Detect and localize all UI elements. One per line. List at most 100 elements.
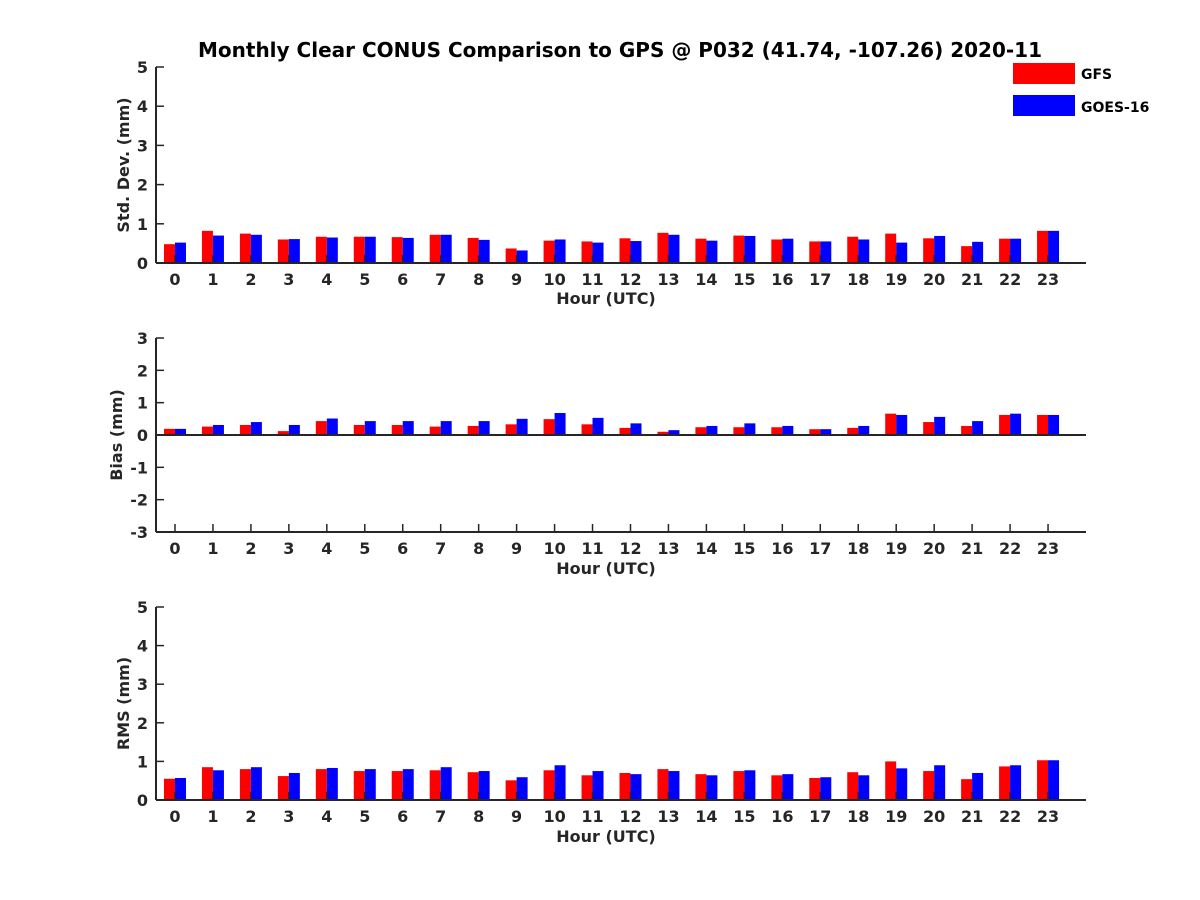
x-tick-label: 13 <box>657 807 679 826</box>
bar-goes16-6 <box>402 421 414 435</box>
bar-gfs-8 <box>467 425 479 435</box>
bar-gfs-3 <box>277 239 289 263</box>
bar-goes16-20 <box>934 416 946 435</box>
bar-goes16-7 <box>440 234 452 263</box>
bar-gfs-1 <box>201 230 213 263</box>
bar-gfs-20 <box>923 238 935 263</box>
bar-gfs-4 <box>315 769 327 800</box>
y-tick-label: 5 <box>137 598 148 617</box>
bar-gfs-18 <box>847 772 859 800</box>
x-tick-label: 5 <box>359 539 370 558</box>
bar-goes16-5 <box>364 769 376 800</box>
bar-goes16-13 <box>668 234 680 263</box>
bar-goes16-9 <box>516 418 528 435</box>
y-tick-label: 2 <box>137 361 148 380</box>
x-tick-label: 16 <box>771 539 793 558</box>
bar-gfs-22 <box>999 766 1011 800</box>
bar-gfs-16 <box>771 427 783 435</box>
bar-goes16-12 <box>630 423 642 435</box>
x-tick-label: 14 <box>695 807 717 826</box>
bar-gfs-9 <box>505 248 517 263</box>
bar-goes16-6 <box>402 769 414 800</box>
x-tick-label: 6 <box>397 807 408 826</box>
bar-gfs-5 <box>353 236 365 263</box>
x-tick-label: 5 <box>359 807 370 826</box>
bar-goes16-3 <box>288 239 300 263</box>
x-tick-label: 22 <box>999 807 1021 826</box>
x-tick-label: 23 <box>1037 539 1059 558</box>
x-tick-label: 0 <box>169 539 180 558</box>
bar-goes16-3 <box>288 424 300 435</box>
bar-gfs-11 <box>581 424 593 435</box>
bar-gfs-23 <box>1037 230 1049 263</box>
bar-gfs-14 <box>695 774 707 800</box>
x-tick-label: 6 <box>397 539 408 558</box>
x-tick-label: 18 <box>847 807 869 826</box>
bar-gfs-16 <box>771 775 783 800</box>
bar-goes16-21 <box>972 241 984 263</box>
bar-goes16-1 <box>212 770 224 800</box>
bar-gfs-6 <box>391 237 403 263</box>
x-tick-label: 23 <box>1037 270 1059 289</box>
x-tick-label: 0 <box>169 807 180 826</box>
x-tick-label: 15 <box>733 807 755 826</box>
bar-gfs-21 <box>961 246 973 263</box>
x-tick-label: 6 <box>397 270 408 289</box>
x-tick-label: 2 <box>245 807 256 826</box>
chart-title: Monthly Clear CONUS Comparison to GPS @ … <box>198 38 1042 62</box>
x-tick-label: 2 <box>245 539 256 558</box>
x-tick-label: 7 <box>435 807 446 826</box>
x-tick-label: 3 <box>283 807 294 826</box>
y-tick-label: -1 <box>130 458 148 477</box>
x-tick-label: 19 <box>885 270 907 289</box>
x-tick-label: 11 <box>581 270 603 289</box>
bar-goes16-23 <box>1048 414 1060 435</box>
y-tick-label: 3 <box>137 136 148 155</box>
bar-goes16-8 <box>478 239 490 263</box>
x-tick-label: 3 <box>283 270 294 289</box>
bar-goes16-5 <box>364 421 376 435</box>
bar-gfs-0 <box>163 244 175 263</box>
x-tick-label: 4 <box>321 807 332 826</box>
bar-goes16-7 <box>440 767 452 800</box>
bar-goes16-22 <box>1010 238 1022 263</box>
y-tick-label: 5 <box>137 58 148 77</box>
bar-goes16-7 <box>440 421 452 435</box>
y-tick-label: 1 <box>137 752 148 771</box>
bar-goes16-19 <box>896 414 908 435</box>
y-tick-label: 3 <box>137 329 148 348</box>
x-tick-label: 14 <box>695 270 717 289</box>
bar-goes16-0 <box>174 428 186 435</box>
bar-gfs-12 <box>619 238 631 263</box>
bar-gfs-20 <box>923 422 935 435</box>
bar-gfs-9 <box>505 780 517 800</box>
bar-goes16-5 <box>364 236 376 263</box>
bar-goes16-9 <box>516 250 528 263</box>
x-tick-label: 7 <box>435 270 446 289</box>
x-tick-label: 1 <box>207 270 218 289</box>
x-tick-label: 18 <box>847 270 869 289</box>
bar-gfs-1 <box>201 767 213 800</box>
bar-gfs-8 <box>467 772 479 800</box>
bar-goes16-15 <box>744 770 756 800</box>
bar-goes16-23 <box>1048 760 1060 800</box>
bar-goes16-20 <box>934 235 946 263</box>
x-tick-label: 21 <box>961 539 983 558</box>
bar-gfs-6 <box>391 424 403 435</box>
bar-gfs-21 <box>961 425 973 435</box>
x-tick-label: 12 <box>619 807 641 826</box>
bar-goes16-17 <box>820 777 832 800</box>
bar-goes16-10 <box>554 239 566 263</box>
x-tick-label: 20 <box>923 270 945 289</box>
x-tick-label: 16 <box>771 270 793 289</box>
bar-gfs-4 <box>315 236 327 263</box>
x-tick-label: 15 <box>733 270 755 289</box>
bar-gfs-0 <box>163 778 175 800</box>
x-tick-label: 9 <box>511 270 522 289</box>
x-axis-label: Hour (UTC) <box>556 289 656 308</box>
legend: GFS GOES-16 <box>1013 63 1149 116</box>
x-tick-label: 8 <box>473 807 484 826</box>
bar-goes16-1 <box>212 235 224 263</box>
